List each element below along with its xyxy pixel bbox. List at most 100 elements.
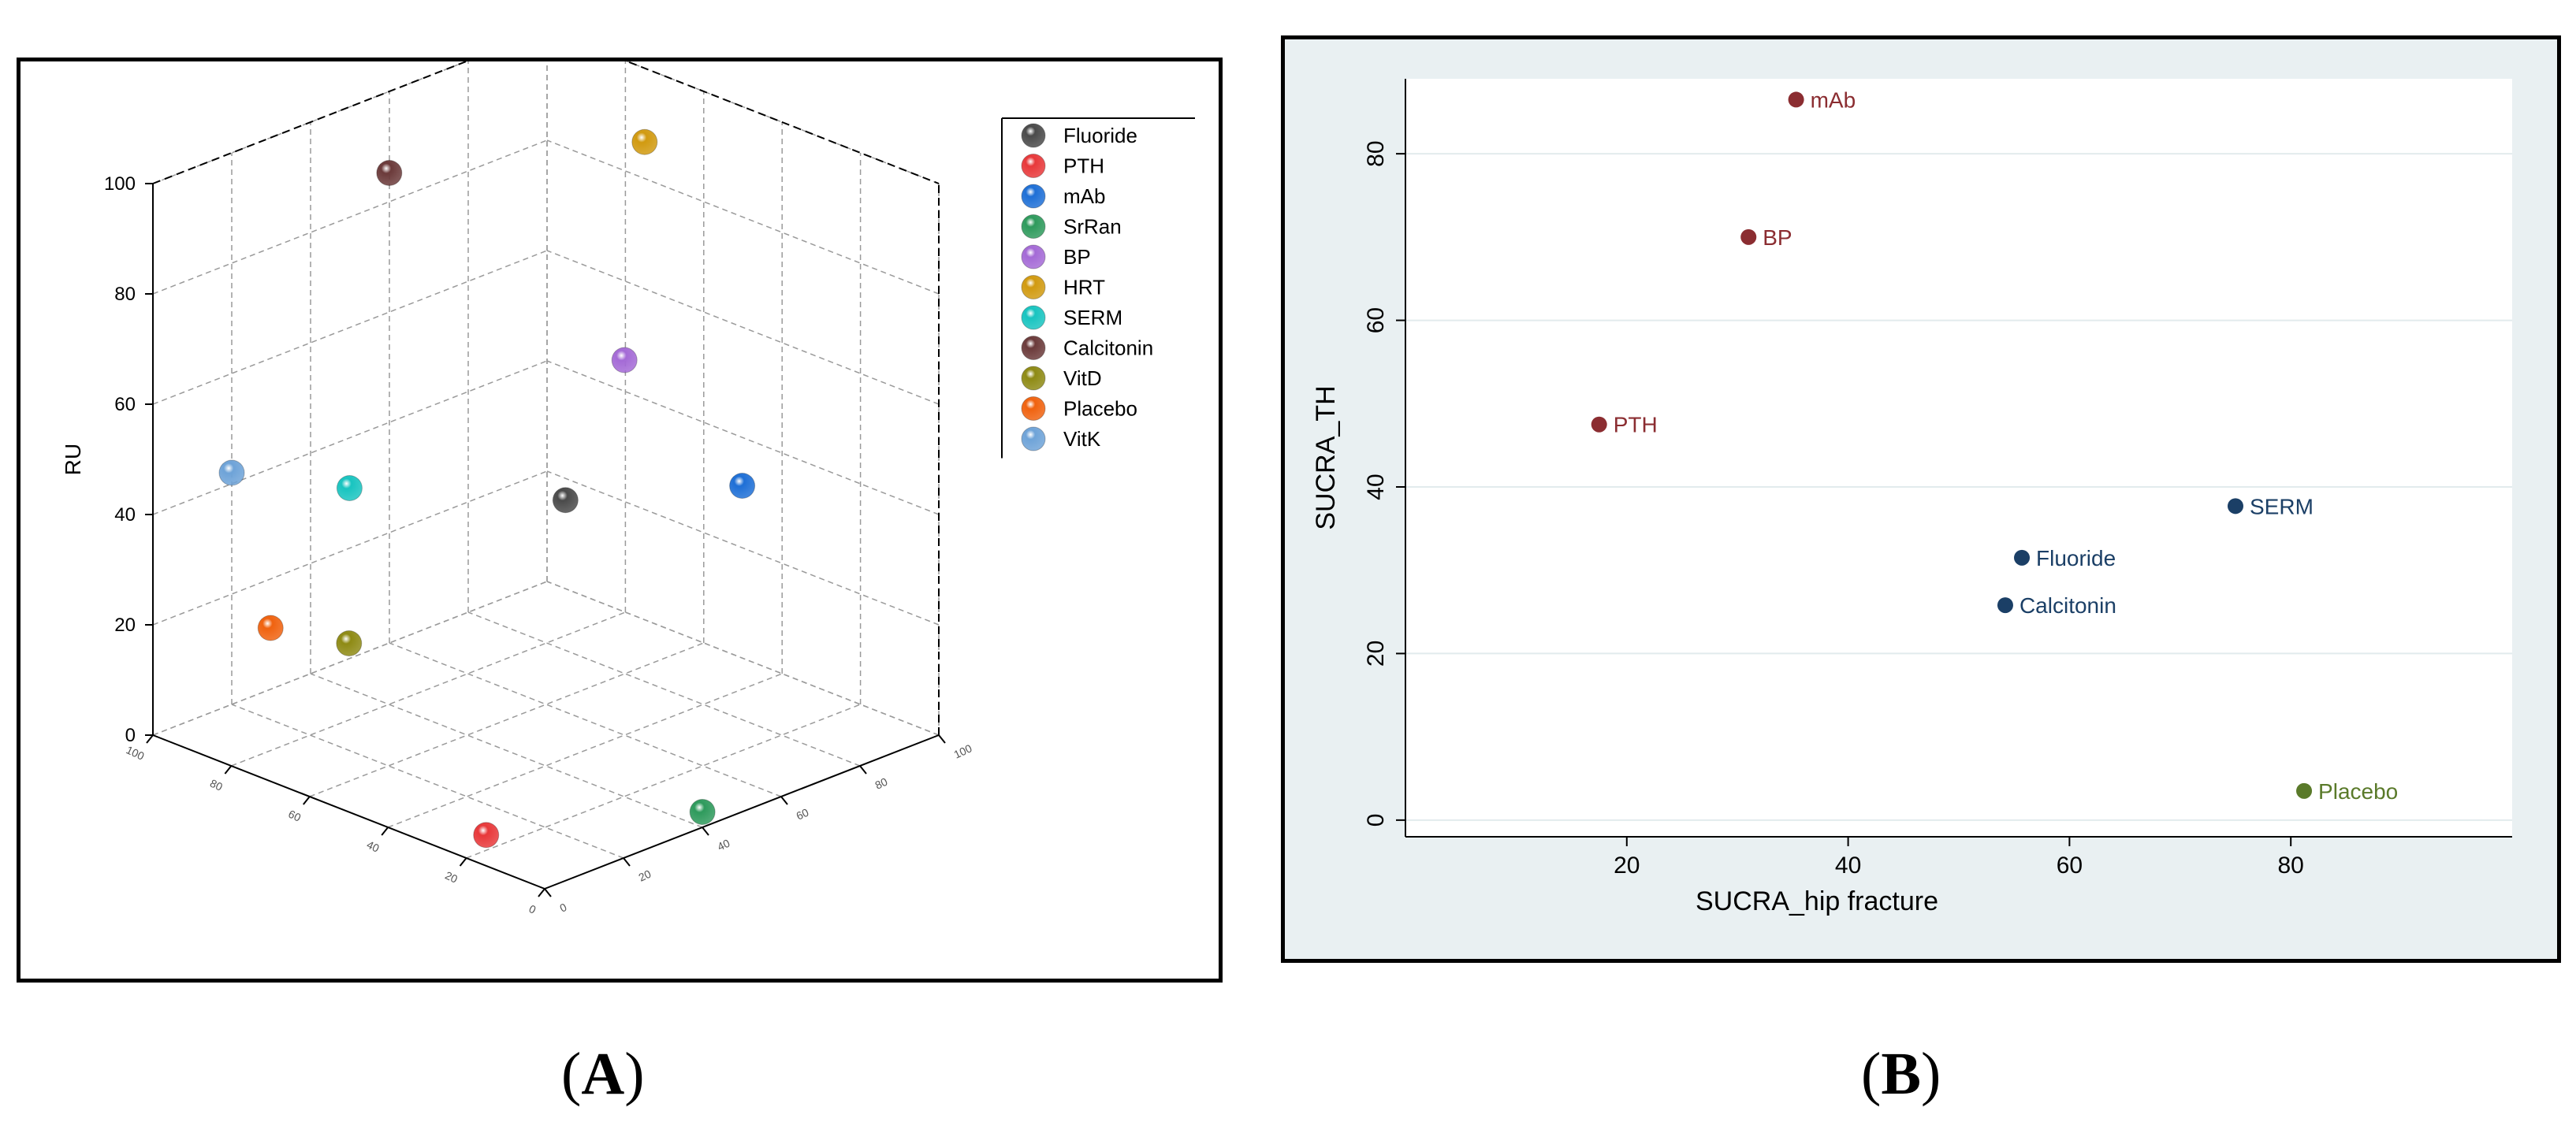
x-tick <box>859 765 867 775</box>
z-tick-label: 60 <box>114 394 136 415</box>
y-axis-label: SUCRA_TH <box>1311 385 1341 529</box>
legend-label: SrRan <box>1063 215 1122 239</box>
legend-marker <box>1021 214 1046 239</box>
legend-marker <box>1021 336 1046 360</box>
y-tick <box>459 857 467 867</box>
legend-marker <box>1021 366 1046 391</box>
legend-label: Placebo <box>1063 397 1137 421</box>
legend-label: Fluoride <box>1063 124 1137 147</box>
y-tick <box>538 888 545 897</box>
data-point-mab <box>729 473 756 499</box>
data-point-calcitonin <box>1997 597 2013 614</box>
data-point-vitk <box>218 459 245 486</box>
floor-gridline <box>466 704 861 859</box>
y-axis-line <box>152 734 545 890</box>
legend-label: VitD <box>1063 366 1102 390</box>
legend-label: mAb <box>1063 184 1105 208</box>
x-axis-line <box>544 734 940 890</box>
legend-marker <box>1021 184 1046 209</box>
x-tick-label: 80 <box>873 775 890 792</box>
y-tick-label: 80 <box>1363 140 1389 166</box>
y-tick <box>224 765 233 775</box>
wall-gridline <box>152 470 548 626</box>
legend-marker <box>1021 244 1046 269</box>
panel-a-caption: (A) <box>561 1041 645 1107</box>
y-tick-label: 40 <box>1363 474 1389 500</box>
data-point-fluoride <box>2014 549 2031 566</box>
data-point-serm <box>2228 498 2243 515</box>
y-tick-label: 100 <box>125 743 147 762</box>
data-point-pth <box>473 822 500 849</box>
floor-gridline <box>389 642 782 797</box>
legend-label: HRT <box>1063 276 1105 299</box>
data-point-srran <box>689 799 716 825</box>
legend-marker <box>1021 123 1046 148</box>
x-tick <box>702 827 709 836</box>
x-tick <box>623 857 631 867</box>
chart-a-svg: 020406080100RU020406080100020406080100Fl… <box>61 61 1195 916</box>
z-axis-label: RU <box>61 444 85 475</box>
x-tick <box>544 888 552 897</box>
y-tick-label: 0 <box>1363 814 1389 827</box>
data-point-calcitonin <box>376 160 403 186</box>
data-label-pth: PTH <box>1614 413 1658 437</box>
frame-edge <box>625 61 940 184</box>
legend-marker <box>1021 275 1046 299</box>
data-point-vitd <box>336 630 363 656</box>
data-point-pth <box>1591 416 1607 433</box>
x-tick-label: 80 <box>2278 853 2304 879</box>
wall-gridline <box>546 360 940 515</box>
z-tick-label: 80 <box>114 284 136 305</box>
x-tick-label: 60 <box>2057 853 2083 879</box>
floor-gridline <box>231 704 624 859</box>
x-tick-label: 40 <box>716 837 732 853</box>
wall-gridline <box>625 61 940 184</box>
data-point-placebo <box>2296 782 2313 799</box>
wall-gridline <box>152 61 468 184</box>
y-tick <box>381 827 389 836</box>
floor-gridline <box>309 642 705 797</box>
x-tick-label: 100 <box>952 741 974 760</box>
legend-label: BP <box>1063 245 1091 269</box>
y-tick-label: 60 <box>286 808 303 824</box>
wall-gridline <box>546 139 940 295</box>
data-label-placebo: Placebo <box>2318 779 2398 804</box>
x-axis-label: SUCRA_hip fracture <box>1696 886 1938 916</box>
x-tick-label: 20 <box>637 868 653 884</box>
legend-marker <box>1021 305 1046 330</box>
data-label-serm: SERM <box>2250 494 2314 518</box>
wall-gridline <box>546 470 940 626</box>
y-tick-label: 0 <box>527 902 538 916</box>
data-point-bp <box>611 347 638 373</box>
legend-marker <box>1021 426 1046 451</box>
wall-gridline <box>546 581 940 736</box>
data-point-serm <box>336 475 363 501</box>
x-tick-label: 40 <box>1835 853 1861 879</box>
wall-gridline <box>152 360 548 515</box>
chart-b-svg: 0 20 40 60 80 20 40 60 80 SUCRA_hip fracture SUCRA… <box>1311 79 2512 916</box>
data-point-bp <box>1740 228 1757 245</box>
floor-gridline <box>310 673 703 828</box>
y-tick-label: 40 <box>365 838 382 855</box>
wall-gridline <box>546 250 940 405</box>
legend-label: Calcitonin <box>1063 336 1153 360</box>
z-tick-label: 40 <box>114 504 136 526</box>
data-point-hrt <box>631 128 658 155</box>
y-tick <box>303 796 311 805</box>
z-tick-label: 100 <box>104 173 136 195</box>
z-tick-label: 20 <box>114 615 136 636</box>
legend-label: VitK <box>1063 427 1101 451</box>
y-tick-label: 20 <box>1363 641 1389 667</box>
y-tick-label: 80 <box>208 777 225 793</box>
frame-edge <box>152 61 469 184</box>
panel-a-3d-chart: 0 20 40 60 80 100 RU 0 20 40 60 80 100 0 20 40 60 80 100 Fl… <box>17 58 1223 983</box>
plot-area <box>1405 79 2512 837</box>
y-tick-label: 20 <box>443 869 460 886</box>
legend-label: SERM <box>1063 306 1122 329</box>
floor-gridline <box>387 673 783 828</box>
y-tick-label: 60 <box>1363 307 1389 333</box>
data-label-mab: mAb <box>1811 87 1856 112</box>
data-point-mab <box>1788 91 1804 108</box>
data-label-bp: BP <box>1763 225 1792 250</box>
data-label-calcitonin: Calcitonin <box>2019 593 2116 618</box>
